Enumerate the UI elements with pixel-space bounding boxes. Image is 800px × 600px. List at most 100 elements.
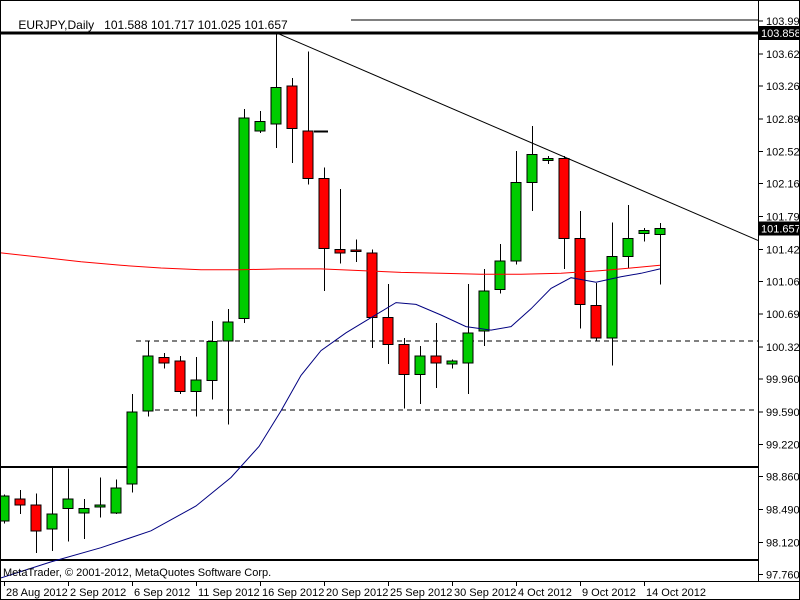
candle [110,479,122,514]
title-ohlc-values: 101.588 101.717 101.025 101.657 [104,18,288,32]
price-tick-label: 100.690 [766,309,800,321]
candle-body-down [382,317,394,345]
candle-body-up [622,238,634,257]
candle [14,489,26,514]
candle [270,32,282,149]
candle-body-up [62,498,74,510]
time-tick-label: 6 Sep 2012 [134,587,190,599]
candle-body-up [494,260,506,290]
price-tick-label: 102.890 [766,114,800,126]
candle-body-up [462,332,474,364]
candle-body-up [46,513,58,530]
chart-title: EURJPY,Daily 101.588 101.717 101.025 101.… [5,4,288,46]
candle [1,494,10,524]
candle [526,125,538,212]
candle-body-up [222,321,234,342]
candle-body-down [558,158,570,240]
candle-body-up [190,379,202,392]
candle [510,150,522,265]
candle [542,156,554,165]
price-tick-label: 101.060 [766,276,800,288]
time-tick-label: 11 Sep 2012 [198,587,260,599]
price-tick-label: 103.990 [766,16,800,28]
price-tick-label: 98.490 [766,505,800,517]
candle-body-up [206,341,218,382]
candle [430,323,442,388]
candle [398,338,410,409]
price-tick-label: 101.420 [766,244,800,256]
price-tick-label: 103.260 [766,81,800,93]
time-tick-label: 20 Sep 2012 [326,587,388,599]
candle-body-down [590,304,602,339]
candle-body-down [430,355,442,364]
price-tick-label: 99.590 [766,407,800,419]
candle-body-down [334,248,346,254]
price-tick-label: 100.320 [766,342,800,354]
candle [126,394,138,493]
candle-body-up [654,227,666,235]
price-tag-value: 103.858 [761,28,800,40]
symbol-period-label: EURJPY,Daily [18,18,95,32]
candle [350,239,362,262]
price-tick-label: 103.620 [766,49,800,61]
price-tick-label: 98.860 [766,472,800,484]
candle-body-up [414,355,426,376]
candle-body-up [238,117,250,320]
candle [478,268,490,347]
time-tick-label: 9 Oct 2012 [582,587,636,599]
candle-body-up [526,153,538,184]
candle [254,110,266,133]
candle [462,283,474,395]
candle-body-down [302,130,314,179]
candle [558,156,570,269]
price-tick-label: 98.120 [766,537,800,549]
candle-body-up [94,504,106,508]
candle-body-down [30,504,42,532]
candle-body-down [366,252,378,319]
time-tick-label: 2 Sep 2012 [70,587,126,599]
candle [94,477,106,518]
candle [286,77,298,164]
horizontal-lines [1,19,758,562]
candle-body-down [158,357,170,364]
trend-line [275,32,759,241]
candle [30,493,42,554]
candle [158,353,170,369]
candle [590,283,602,341]
candle-body-up [606,255,618,339]
price-tick-label: 99.220 [766,440,800,452]
candle-body-up [142,355,154,412]
price-tick-label: 99.960 [766,374,800,386]
copyright-text: MetaTrader, © 2001-2012, MetaQuotes Soft… [3,567,272,579]
price-tick-label: 102.520 [766,147,800,159]
candle [206,321,218,400]
price-tag-value: 101.657 [761,223,800,235]
time-tick-label: 16 Sep 2012 [262,587,324,599]
candle [446,359,458,369]
time-tick-label: 4 Oct 2012 [518,587,572,599]
candle-body-down [286,85,298,130]
time-tick-label: 30 Sep 2012 [454,587,516,599]
price-tags: 103.858 101.657 [759,25,800,236]
candle [606,222,618,366]
candle-body-up [254,120,266,132]
candle [414,346,426,404]
candle-body-up [638,230,650,234]
candle-body-down [174,360,186,392]
candle [622,204,634,268]
candle [62,468,74,542]
price-tick-label: 97.760 [766,569,800,581]
time-tick-label: 25 Sep 2012 [390,587,452,599]
time-tick-label: 14 Oct 2012 [646,587,706,599]
candle [382,283,394,364]
candle-body-up [126,411,138,485]
candle [238,109,250,324]
candle-body-down [398,343,410,376]
candle [654,222,666,285]
candle-body-down [350,249,362,253]
candle [334,188,346,264]
candle [46,465,58,552]
ma-slow-navy-line [1,268,661,579]
